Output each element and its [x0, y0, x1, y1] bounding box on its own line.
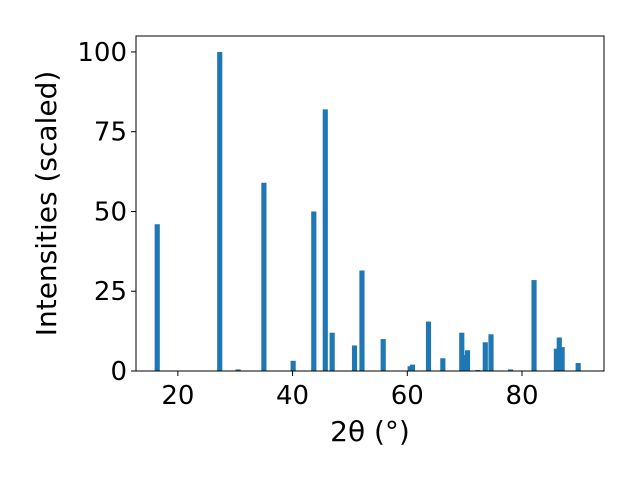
- y-tick-label-2: 50: [94, 197, 127, 227]
- bar-0-19: [482, 342, 488, 371]
- x-tick-label-2: 60: [391, 381, 424, 411]
- bar-0-21: [507, 369, 514, 371]
- bar-0-4: [290, 360, 296, 371]
- bar-0-23: [553, 348, 559, 371]
- bar-0-9: [359, 270, 365, 371]
- bar-0-13: [425, 321, 432, 371]
- y-tick-label-1: 25: [94, 277, 127, 307]
- plot-frame: [135, 35, 605, 372]
- x-tick-label-3: 80: [505, 381, 538, 411]
- bar-0-1: [217, 51, 223, 371]
- bar-0-24: [556, 337, 562, 371]
- y-tick-label-3: 75: [94, 118, 127, 148]
- bar-0-15: [459, 332, 465, 371]
- bar-0-8: [351, 345, 358, 371]
- bar-0-20: [488, 334, 494, 371]
- bar-0-12: [409, 364, 416, 371]
- bar-0-0: [154, 224, 160, 371]
- y-axis-label: Intensities (scaled): [30, 71, 63, 337]
- ticks-layer: 20 40 60 80 0 25 50 75 100: [77, 38, 538, 411]
- x-tick-label-1: 40: [276, 381, 309, 411]
- bar-0-25: [559, 347, 565, 371]
- bars-layer: [154, 51, 581, 371]
- bar-0-7: [329, 332, 335, 371]
- bar-0-5: [311, 211, 317, 371]
- y-tick-label-4: 100: [77, 38, 127, 68]
- y-tick-label-0: 0: [110, 357, 127, 387]
- bar-0-17: [464, 350, 471, 371]
- bar-0-10: [380, 339, 386, 371]
- x-axis-label: 2θ (°): [330, 415, 410, 448]
- bar-0-3: [261, 182, 267, 371]
- bar-0-26: [575, 363, 581, 371]
- bar-0-14: [440, 358, 446, 371]
- bar-0-6: [322, 109, 328, 371]
- bar-0-2: [235, 369, 241, 371]
- x-tick-label-0: 20: [161, 381, 194, 411]
- bar-0-16: [462, 355, 468, 371]
- bar-0-22: [531, 280, 537, 371]
